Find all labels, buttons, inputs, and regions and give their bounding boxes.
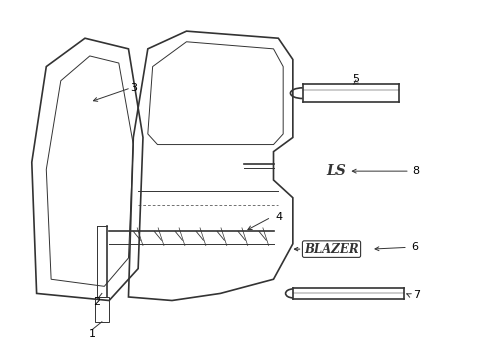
Text: 1: 1 bbox=[88, 329, 96, 339]
Text: 3: 3 bbox=[129, 83, 137, 93]
Bar bbox=[95, 297, 109, 322]
Text: 2: 2 bbox=[93, 297, 101, 307]
Text: BLAZER: BLAZER bbox=[304, 243, 358, 256]
Text: 6: 6 bbox=[410, 242, 417, 252]
Text: 5: 5 bbox=[351, 74, 359, 84]
Text: 7: 7 bbox=[412, 290, 419, 300]
Text: 8: 8 bbox=[412, 166, 419, 176]
Text: LS: LS bbox=[326, 164, 346, 178]
Text: 4: 4 bbox=[275, 212, 283, 222]
